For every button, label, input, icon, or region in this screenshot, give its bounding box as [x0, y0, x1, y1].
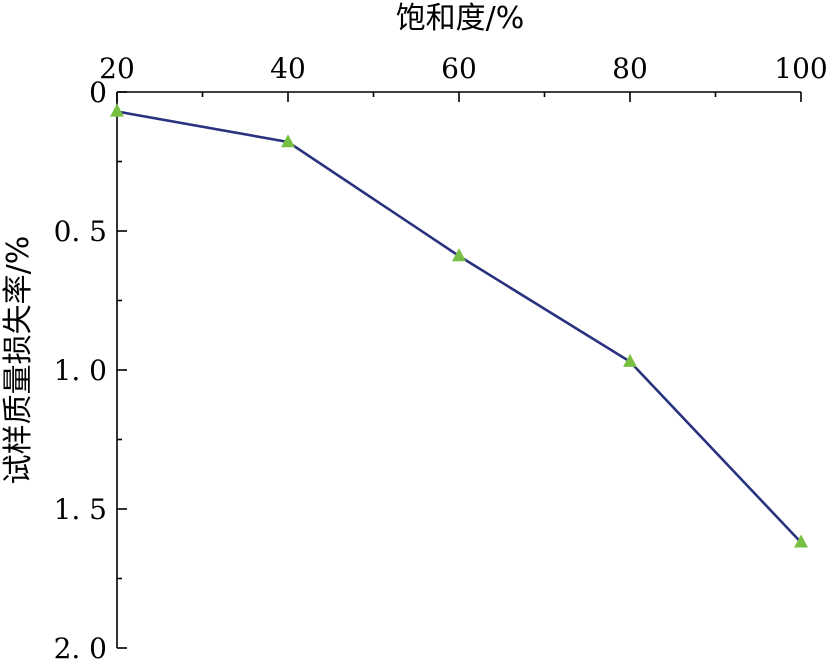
ticks: 20 40 60 80 100 0 0. 5 1. 0 1. 5 2. 0 [54, 52, 827, 662]
x-tick-label: 100 [774, 52, 827, 85]
x-tick-label: 60 [441, 52, 477, 85]
x-tick-label: 40 [270, 52, 306, 85]
x-tick-label: 80 [612, 52, 648, 85]
y-tick-label: 1. 5 [54, 493, 107, 526]
y-tick-label: 1. 0 [54, 354, 107, 387]
axes [116, 91, 801, 648]
x-tick-label: 20 [99, 52, 135, 85]
x-axis-title: 饱和度/% [396, 1, 525, 36]
series-group [110, 103, 808, 548]
triangle-marker [110, 103, 124, 117]
triangle-marker [623, 353, 637, 367]
y-tick-label: 0 [89, 76, 107, 109]
y-tick-label: 2. 0 [54, 632, 107, 662]
triangle-marker [281, 134, 295, 148]
y-tick-label: 0. 5 [54, 215, 107, 248]
triangle-marker [452, 248, 466, 262]
triangle-marker [794, 534, 808, 548]
y-axis-title: 试样质量损失率/% [1, 236, 36, 485]
series-line [116, 110, 802, 544]
